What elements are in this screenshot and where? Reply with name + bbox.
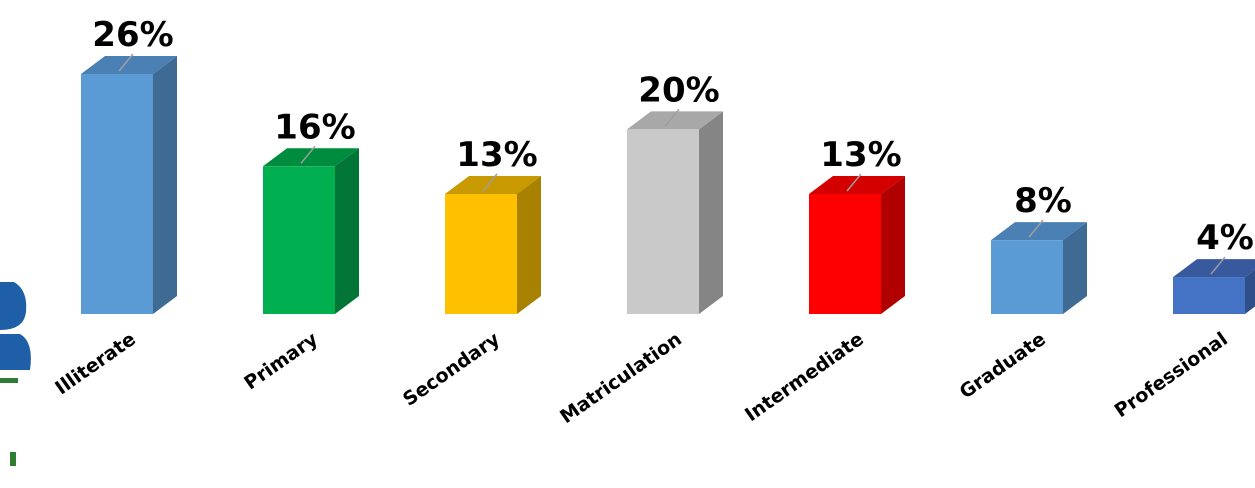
value-label: 26% — [92, 15, 173, 55]
bar-top — [1173, 259, 1255, 278]
bar-front — [991, 240, 1063, 314]
bar-top — [991, 222, 1087, 241]
value-label: 8% — [1014, 181, 1072, 221]
logo-bar — [0, 378, 18, 383]
logo-mark — [10, 452, 16, 466]
category-label: Primary — [240, 328, 322, 395]
value-label: 16% — [274, 107, 355, 147]
bar-side — [517, 176, 541, 314]
leader-line — [846, 173, 862, 192]
bar-front — [81, 74, 153, 314]
bar — [809, 176, 905, 314]
bar-front — [263, 166, 335, 314]
category-label-group: Illiterate Primary Secondary Matriculation I… — [51, 328, 1232, 428]
leader-line — [482, 173, 498, 192]
leader-line — [118, 53, 134, 72]
bar — [81, 56, 177, 314]
bar-side — [881, 176, 905, 314]
bar — [991, 222, 1087, 314]
category-label: Graduate — [956, 328, 1050, 403]
value-label: 4% — [1196, 218, 1254, 258]
bar-side — [335, 148, 359, 314]
bar-top — [627, 111, 723, 130]
leader-line — [664, 108, 680, 127]
category-label: Intermediate — [741, 328, 868, 426]
leader-line — [300, 145, 316, 164]
logo-fragment — [0, 282, 31, 466]
bar-front — [809, 194, 881, 314]
value-label: 13% — [820, 135, 901, 175]
bar-top — [263, 148, 359, 167]
leader-line — [1210, 256, 1226, 275]
category-label: Illiterate — [51, 328, 140, 399]
leader-line — [1028, 219, 1044, 238]
logo-shape-top — [0, 282, 27, 330]
bar-front — [627, 129, 699, 314]
bar-top — [809, 176, 905, 194]
bar-top — [81, 56, 177, 74]
bar — [263, 148, 359, 314]
value-label: 20% — [638, 70, 719, 110]
bar-side — [699, 111, 723, 314]
value-label-group: 26% 16% 13% 20% 13% 8% 4% — [92, 15, 1254, 275]
category-label: Professional — [1111, 328, 1232, 422]
bar-side — [1245, 269, 1255, 314]
value-label: 13% — [456, 135, 537, 175]
bar-front — [1173, 277, 1245, 314]
bar-side — [153, 56, 177, 314]
logo-shape-bottom — [0, 334, 31, 370]
bar-side — [1063, 222, 1087, 314]
category-label: Secondary — [399, 328, 504, 411]
category-label: Matriculation — [556, 328, 686, 428]
bar-group — [81, 56, 1255, 314]
bar — [445, 176, 541, 314]
bar-top — [445, 176, 541, 194]
bar — [1173, 259, 1255, 314]
bar — [627, 111, 723, 314]
bar-front — [445, 194, 517, 314]
